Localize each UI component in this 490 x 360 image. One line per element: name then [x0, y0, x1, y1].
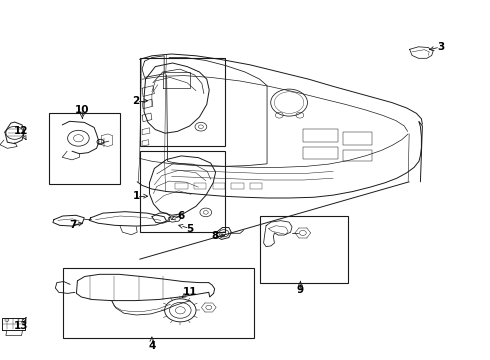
Text: 12: 12 — [14, 126, 29, 136]
Text: 13: 13 — [14, 321, 29, 331]
Text: 9: 9 — [297, 285, 304, 295]
Bar — [49, 113, 120, 184]
Bar — [343, 150, 372, 161]
Text: 4: 4 — [148, 341, 156, 351]
Bar — [194, 183, 206, 189]
Bar — [250, 183, 262, 189]
Text: 3: 3 — [438, 42, 444, 52]
Bar — [140, 58, 225, 146]
Text: 2: 2 — [133, 96, 140, 106]
Bar — [231, 183, 244, 189]
Bar — [343, 132, 372, 145]
Bar — [303, 147, 338, 159]
Text: 10: 10 — [75, 105, 90, 115]
Bar — [175, 183, 188, 189]
Text: 8: 8 — [211, 231, 218, 241]
Text: 1: 1 — [133, 191, 140, 201]
Text: 5: 5 — [187, 224, 194, 234]
Bar — [260, 216, 348, 283]
Bar — [140, 151, 225, 232]
Text: 7: 7 — [69, 220, 76, 230]
Bar — [303, 129, 338, 142]
Text: 6: 6 — [178, 211, 185, 221]
Text: 11: 11 — [183, 287, 197, 297]
Bar — [63, 268, 254, 338]
Bar — [213, 183, 225, 189]
